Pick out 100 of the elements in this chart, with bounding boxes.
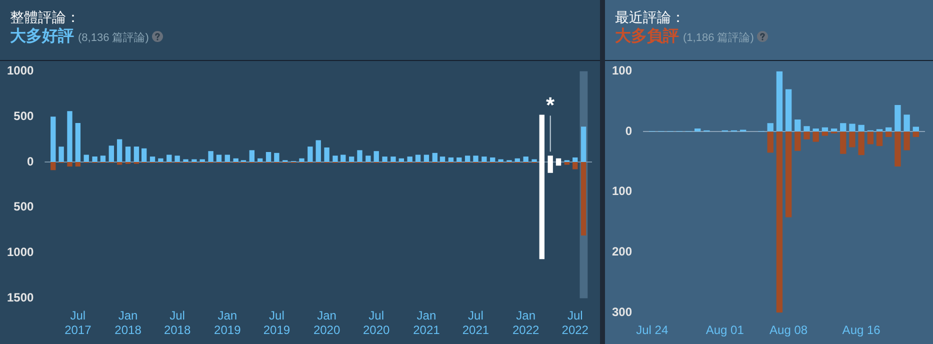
text: (8,136 篇評論) <box>78 32 149 44</box>
bar <box>390 156 396 162</box>
bar <box>340 154 346 162</box>
bar <box>374 151 379 162</box>
annotation: * <box>546 92 556 118</box>
bar <box>141 148 147 162</box>
bar <box>556 162 562 166</box>
bar <box>58 146 64 162</box>
bar <box>382 156 388 162</box>
bar <box>134 146 140 162</box>
bar <box>858 132 864 156</box>
chart-title: 整體評論： <box>10 8 81 26</box>
bar <box>572 157 578 162</box>
bar <box>556 158 562 162</box>
bar <box>876 132 883 146</box>
bar <box>794 132 801 151</box>
bar <box>67 162 72 167</box>
x-tick-label: Jul 2021 <box>462 308 490 338</box>
bar <box>572 162 578 170</box>
bar <box>858 124 864 132</box>
bar <box>67 111 72 162</box>
x-tick-label: Jan 2019 <box>214 308 242 338</box>
y-tick-label: 500 <box>14 200 34 214</box>
bar <box>150 156 156 162</box>
y-tick-label: 200 <box>612 244 632 259</box>
bar <box>580 162 586 236</box>
bar <box>794 119 801 132</box>
bar <box>894 104 901 132</box>
bar <box>804 132 810 140</box>
x-tick-label: Jan 2021 <box>413 308 440 338</box>
bar <box>532 159 537 162</box>
bar <box>822 127 828 132</box>
bar <box>158 158 164 162</box>
bar <box>464 156 470 162</box>
y-tick-label: 100 <box>612 184 632 198</box>
bar <box>776 71 783 132</box>
bar <box>912 132 919 137</box>
bar <box>785 132 792 218</box>
bar <box>50 116 56 162</box>
bar <box>116 139 122 162</box>
bar <box>407 156 412 162</box>
bar <box>208 151 214 162</box>
text: (1,186 篇評論) <box>683 32 754 44</box>
bar <box>886 132 892 137</box>
x-tick-label: Aug 01 <box>706 323 744 338</box>
bar <box>776 132 783 313</box>
bar <box>440 156 446 162</box>
bar <box>849 132 856 148</box>
bar <box>92 156 98 162</box>
bar <box>233 158 238 162</box>
bar <box>224 154 230 162</box>
bar <box>767 123 774 132</box>
x-tick-label: Jan 2020 <box>313 308 340 338</box>
bar <box>108 146 114 162</box>
bar <box>50 162 56 170</box>
x-tick-label: Jul 2018 <box>164 308 191 338</box>
bar <box>812 128 819 132</box>
bar <box>448 157 454 162</box>
bar <box>822 132 828 136</box>
bar <box>694 128 701 132</box>
bar <box>100 156 106 162</box>
bar <box>192 159 197 162</box>
bar <box>514 158 520 162</box>
bar <box>849 124 856 132</box>
y-tick-label: 1500 <box>6 290 34 305</box>
y-tick-label: 1000 <box>6 64 34 78</box>
bar <box>424 154 430 162</box>
bar <box>830 128 838 132</box>
bar <box>174 156 180 162</box>
bar <box>308 146 313 162</box>
bar <box>257 158 263 162</box>
bar <box>348 156 354 162</box>
x-tick-label: Jan 2022 <box>512 308 540 338</box>
bar <box>125 146 131 162</box>
chart-subtitle: 大多好評 <box>10 28 74 45</box>
bar <box>876 129 883 132</box>
x-tick-label: Aug 16 <box>842 323 881 338</box>
bar <box>216 154 222 162</box>
bar <box>366 156 371 162</box>
x-tick-label: Jul 2019 <box>263 308 290 338</box>
bar <box>415 154 421 162</box>
bar <box>840 132 846 154</box>
x-tick-label: Aug 08 <box>770 323 808 338</box>
bar <box>75 162 81 167</box>
bar <box>357 150 362 162</box>
bar <box>432 152 438 162</box>
bar <box>785 89 792 132</box>
x-tick-label: Jan 2018 <box>114 308 142 338</box>
bar <box>473 156 478 162</box>
bar <box>166 154 172 162</box>
bar <box>804 126 810 132</box>
bar <box>886 127 892 132</box>
bar <box>840 123 846 132</box>
bar <box>324 147 330 162</box>
bar <box>580 126 586 162</box>
bar <box>75 122 81 162</box>
bar <box>456 157 462 162</box>
bar <box>266 152 272 162</box>
bar <box>299 158 304 162</box>
bar <box>523 156 528 162</box>
